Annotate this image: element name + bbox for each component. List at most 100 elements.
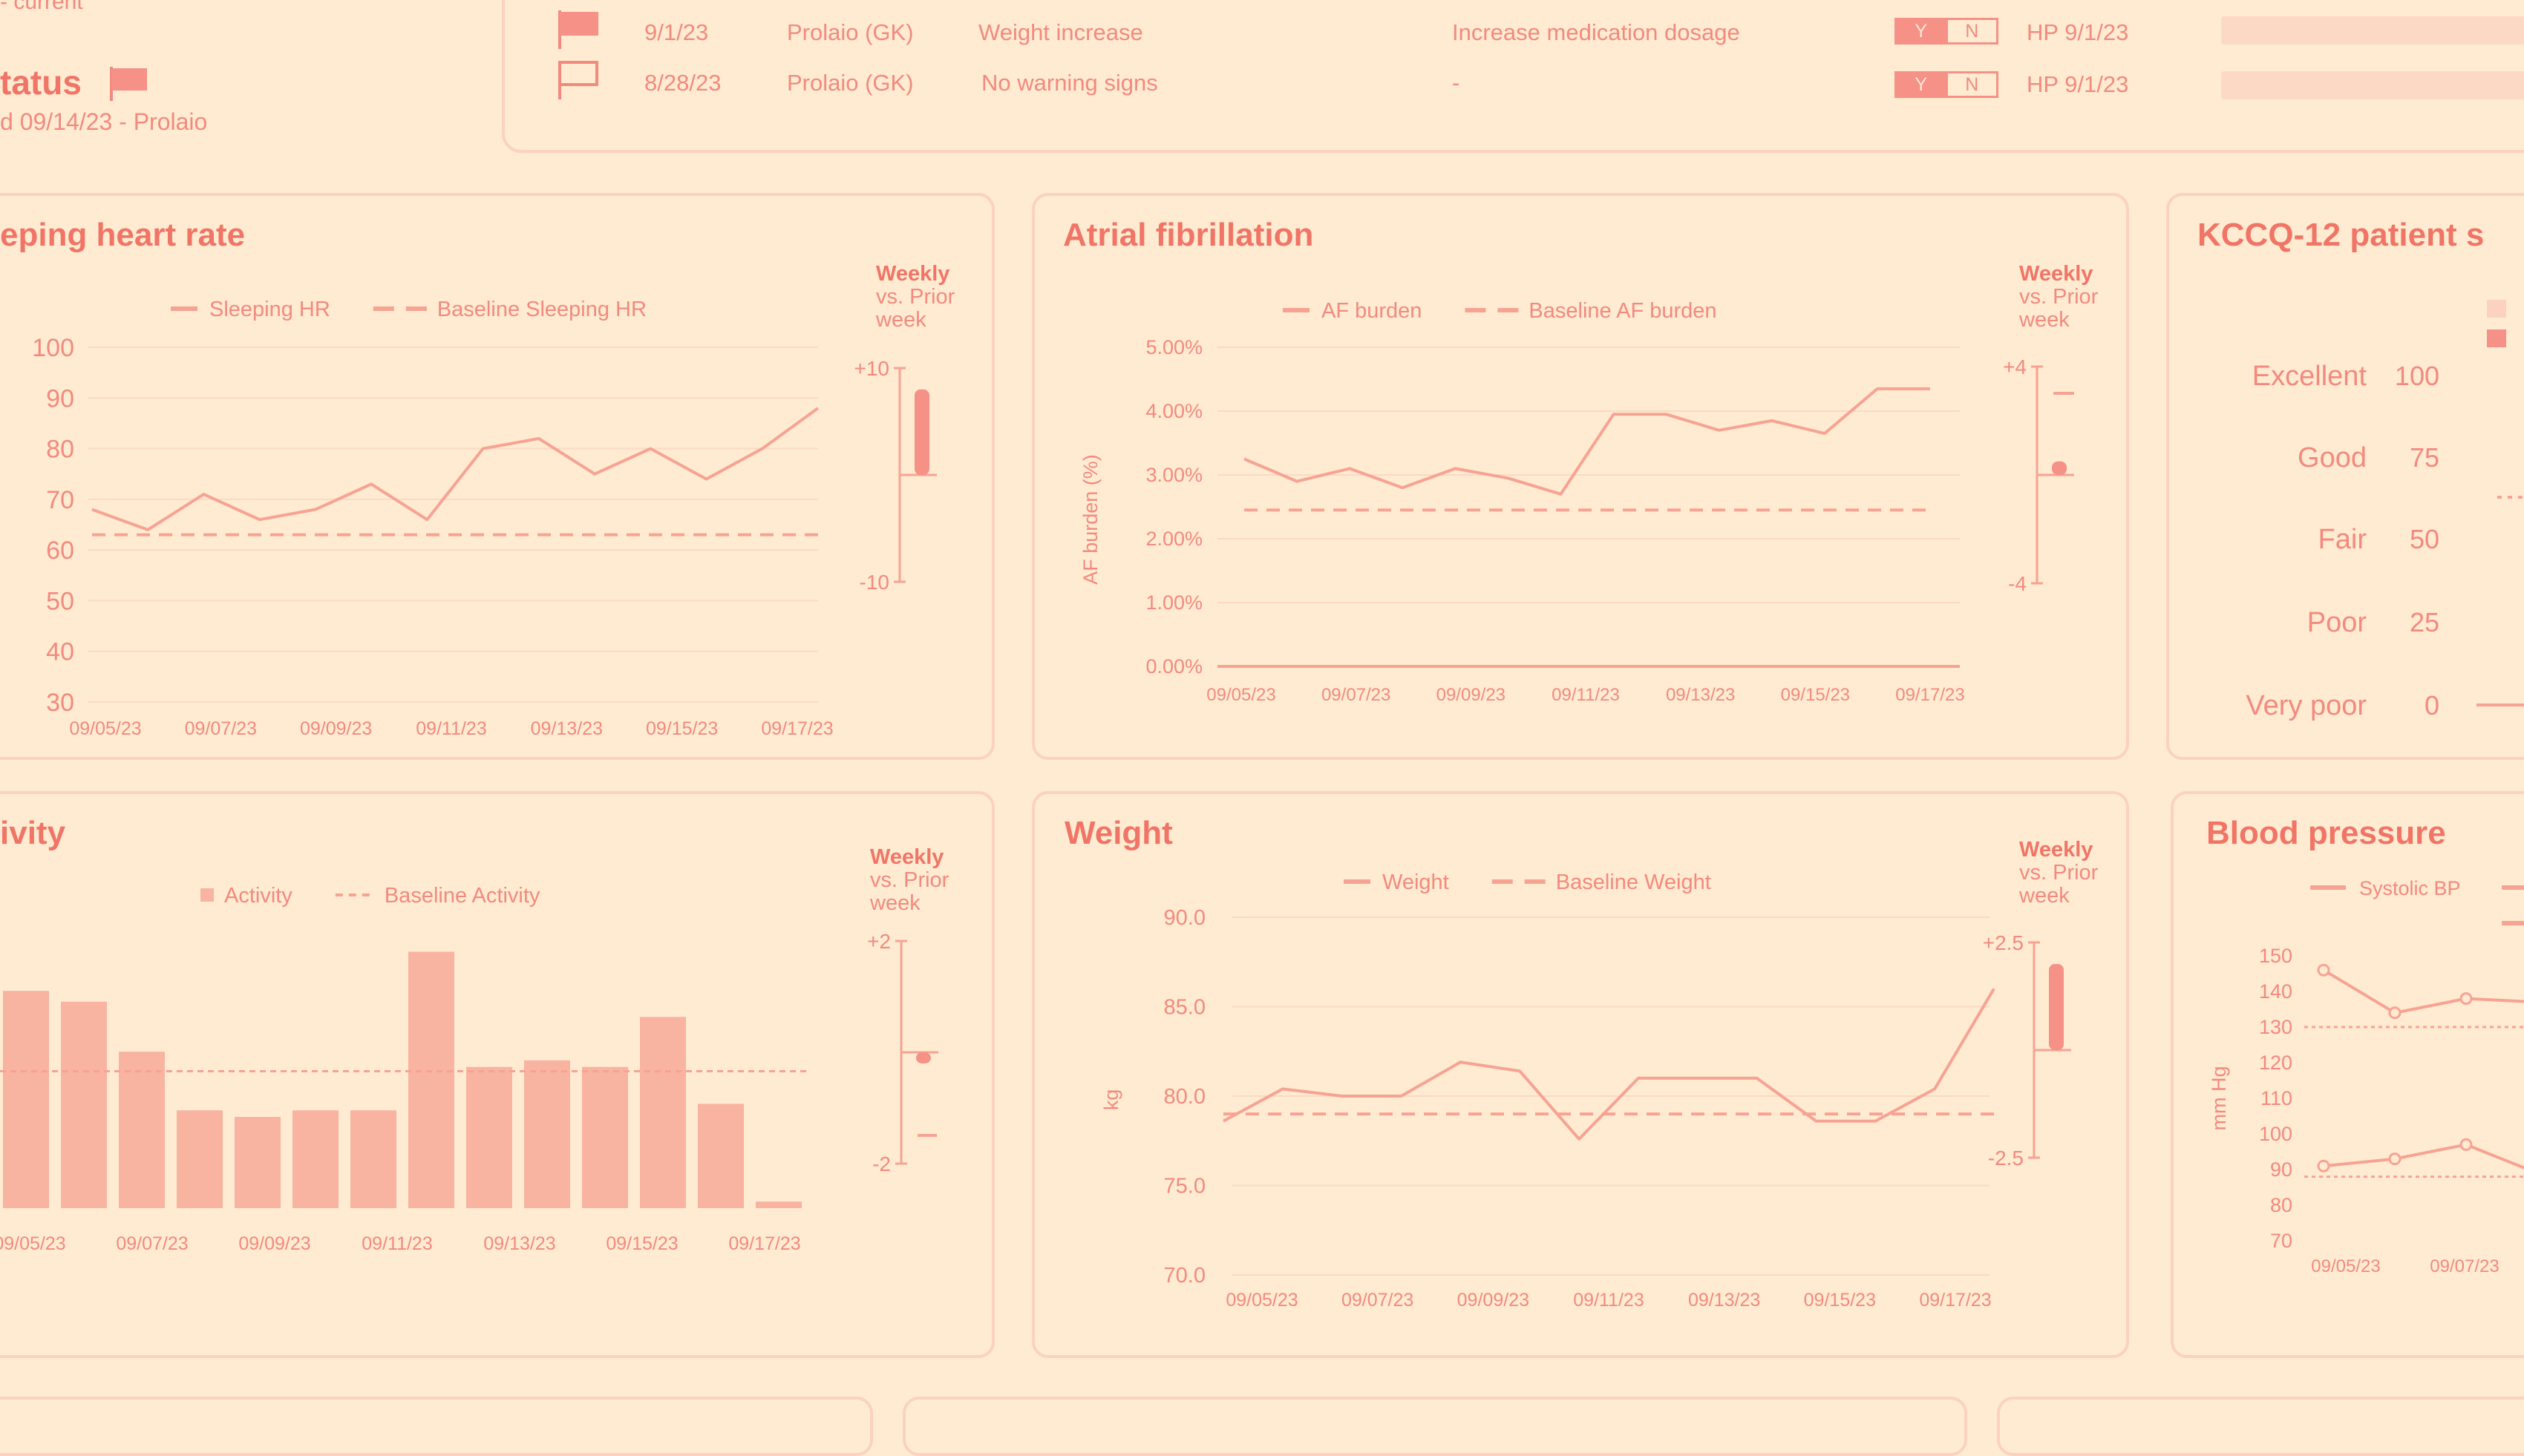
sleeping-hr-title: eping heart rate <box>0 217 246 253</box>
y-axis-label: mm Hg <box>2208 1066 2230 1131</box>
y-tick-label: 75.0 <box>1164 1175 1206 1198</box>
weekly-change-bar <box>916 1052 931 1063</box>
weekly-top-label: +10 <box>854 357 890 380</box>
y-axis-label: AF burden (%) <box>1079 454 1102 585</box>
status-title: tatus <box>0 63 82 102</box>
legend-label: AF burden <box>1321 299 1422 323</box>
x-tick-label: 09/09/23 <box>300 718 372 739</box>
yes-option[interactable]: Y <box>1897 73 1946 96</box>
y-tick-label: 70 <box>2270 1230 2292 1252</box>
x-tick-label: 09/13/23 <box>531 718 603 739</box>
weight-card <box>1032 791 2129 1358</box>
y-tick-label: 80 <box>2270 1194 2292 1216</box>
legend-swatch <box>2487 329 2506 347</box>
diastolic-line <box>2323 1143 2524 1170</box>
weight-title: Weight <box>1065 815 1173 851</box>
x-tick-label: 09/13/23 <box>1666 685 1735 705</box>
no-option[interactable]: N <box>1945 73 1997 96</box>
no-option[interactable]: N <box>1945 20 1997 42</box>
y-axis-label: kg <box>1100 1089 1122 1111</box>
bp-point <box>2317 1159 2330 1173</box>
bp-point <box>2317 963 2330 977</box>
y-tick-label: 80 <box>46 436 74 464</box>
x-tick-label: 09/09/23 <box>1457 1290 1529 1311</box>
x-tick-label: 09/15/23 <box>606 1233 678 1254</box>
x-tick-label: 09/07/23 <box>2430 1256 2499 1276</box>
weekly-bottom-label: -4 <box>2008 572 2027 595</box>
legend-swatch <box>2487 300 2506 318</box>
activity-bar <box>61 1001 107 1208</box>
weekly-change-bar <box>2049 964 2064 1050</box>
status-updated: d 09/14/23 - Prolaio <box>0 108 208 135</box>
systolic-line <box>2322 968 2524 1014</box>
flag-filled-icon[interactable] <box>555 9 604 50</box>
sleeping-hr-card <box>0 193 995 760</box>
legend-label: Baseline Sleeping HR <box>437 298 647 321</box>
y-tick-label: 60 <box>46 537 74 565</box>
weekly-label: Weekly vs. Prior week <box>870 845 949 915</box>
y-tick-label: 2.00% <box>1145 528 1203 550</box>
kccq-level-value: 100 <box>2394 361 2439 391</box>
y-tick-label: 50 <box>46 587 74 615</box>
x-tick-label: 09/15/23 <box>1781 685 1850 705</box>
alert-source: Prolaio (GK) <box>787 19 914 45</box>
x-tick-label: 09/13/23 <box>1688 1290 1760 1311</box>
x-tick-label: 09/09/23 <box>238 1233 310 1254</box>
kccq-level-label: Fair <box>2318 524 2367 555</box>
activity-bar <box>524 1060 570 1208</box>
alert-note-field[interactable] <box>2221 71 2524 99</box>
x-tick-label: 09/05/23 <box>2311 1256 2380 1276</box>
legend-label: Activity <box>224 884 292 908</box>
weekly-bottom-label: -2 <box>872 1152 891 1175</box>
current-label: - current <box>0 0 83 14</box>
weekly-top-label: +2 <box>867 930 891 953</box>
kccq-level-label: Very poor <box>2246 690 2367 721</box>
activity-bar <box>177 1110 223 1208</box>
x-tick-label: 09/17/23 <box>1895 685 1964 705</box>
legend-label: Baseline AF burden <box>1529 299 1716 323</box>
activity-bar <box>756 1201 802 1208</box>
y-tick-label: 100 <box>2259 1123 2292 1145</box>
alert-source: Prolaio (GK) <box>787 70 914 96</box>
x-tick-label: 09/17/23 <box>761 718 833 739</box>
x-tick-label: 09/07/23 <box>1321 685 1390 705</box>
af-title: Atrial fibrillation <box>1063 217 1314 253</box>
flag-outline-icon[interactable] <box>555 59 604 101</box>
y-tick-label: 3.00% <box>1145 464 1203 486</box>
alert-finding: Weight increase <box>978 19 1143 45</box>
x-tick-label: 09/11/23 <box>416 718 486 739</box>
weekly-change-bar <box>2052 461 2067 475</box>
x-tick-label: 09/17/23 <box>1919 1290 1991 1311</box>
legend-label: Sleeping HR <box>209 298 330 321</box>
legend-label: Baseline Weight <box>1556 870 1711 894</box>
y-tick-label: 40 <box>46 638 74 666</box>
activity-bar <box>292 1110 339 1208</box>
y-tick-label: 70.0 <box>1164 1264 1206 1288</box>
kccq-level-value: 0 <box>2424 690 2439 721</box>
y-tick-label: 1.00% <box>1145 591 1203 614</box>
yes-option[interactable]: Y <box>1897 20 1946 42</box>
activity-bar <box>3 991 49 1208</box>
y-tick-label: 4.00% <box>1145 400 1203 422</box>
y-tick-label: 30 <box>46 689 74 717</box>
x-tick-label: 09/07/23 <box>116 1233 188 1254</box>
y-tick-label: 70 <box>46 486 74 514</box>
weekly-change-bar <box>915 389 929 475</box>
alert-reviewer: HP 9/1/23 <box>2027 71 2129 97</box>
y-tick-label: 100 <box>32 334 74 362</box>
yes-no-toggle[interactable]: Y N <box>1894 18 1998 45</box>
weekly-label: Weekly vs. Prior week <box>2019 838 2099 908</box>
weekly-bottom-label: -10 <box>860 571 889 594</box>
kccq-level-value: 75 <box>2409 442 2439 473</box>
activity-bar <box>235 1117 281 1208</box>
x-tick-label: 09/05/23 <box>0 1233 66 1254</box>
charts-layer: 100 90 80 70 60 50 40 30 Sleeping HR Baseline Sle… <box>0 298 2524 1311</box>
x-tick-label: 09/11/23 <box>362 1233 432 1254</box>
y-tick-label: 90 <box>2270 1158 2292 1181</box>
yes-no-toggle[interactable]: Y N <box>1894 71 1998 98</box>
status-flag-icon[interactable] <box>108 65 153 102</box>
activity-bar <box>640 1017 686 1208</box>
kccq-card <box>2166 193 2524 760</box>
x-tick-label: 09/11/23 <box>1552 685 1620 705</box>
alert-note-field[interactable] <box>2221 16 2524 45</box>
